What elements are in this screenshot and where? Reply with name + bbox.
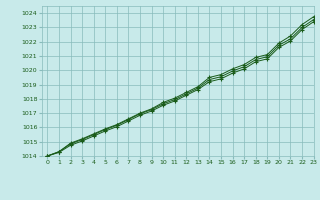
Text: Graphe pression niveau de la mer (hPa): Graphe pression niveau de la mer (hPa) — [65, 182, 255, 191]
